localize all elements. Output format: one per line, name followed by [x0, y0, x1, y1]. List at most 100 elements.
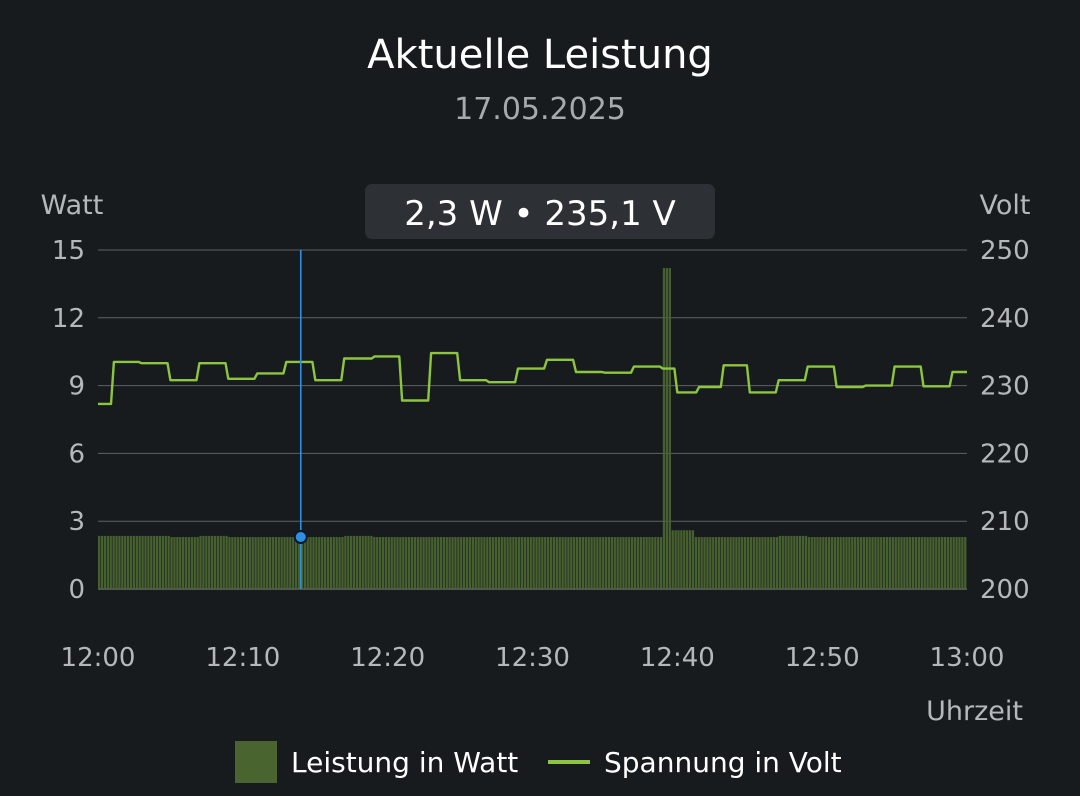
power-bar[interactable]: [958, 537, 961, 589]
power-bar[interactable]: [764, 537, 767, 589]
power-bar[interactable]: [581, 537, 585, 589]
power-bar[interactable]: [370, 535, 373, 589]
power-bar[interactable]: [231, 537, 234, 589]
power-bar[interactable]: [804, 535, 808, 589]
power-bar[interactable]: [399, 537, 402, 589]
power-bar[interactable]: [248, 537, 251, 589]
power-bar[interactable]: [323, 537, 327, 589]
power-bar[interactable]: [842, 537, 845, 589]
power-bar[interactable]: [439, 537, 443, 589]
power-bar[interactable]: [906, 537, 909, 589]
power-bar[interactable]: [268, 537, 272, 589]
power-bar[interactable]: [347, 535, 350, 589]
power-bar[interactable]: [596, 537, 599, 589]
power-bar[interactable]: [190, 537, 193, 589]
power-bar[interactable]: [396, 537, 399, 589]
power-bar[interactable]: [622, 537, 625, 589]
power-bar[interactable]: [703, 537, 706, 589]
power-bar[interactable]: [141, 535, 144, 589]
power-bar[interactable]: [523, 537, 527, 589]
power-bar[interactable]: [158, 535, 162, 589]
power-bar[interactable]: [709, 537, 712, 589]
power-bar[interactable]: [607, 537, 611, 589]
power-bar[interactable]: [350, 535, 353, 589]
power-bar[interactable]: [671, 530, 674, 589]
power-bar[interactable]: [784, 535, 787, 589]
power-bar[interactable]: [532, 537, 535, 589]
power-bar[interactable]: [599, 537, 602, 589]
power-bar[interactable]: [494, 537, 498, 589]
power-bar[interactable]: [126, 535, 130, 589]
power-bar[interactable]: [674, 530, 677, 589]
power-bar[interactable]: [239, 537, 243, 589]
power-bar[interactable]: [332, 537, 335, 589]
power-bar[interactable]: [376, 537, 379, 589]
power-bar[interactable]: [506, 537, 509, 589]
power-bar[interactable]: [448, 537, 451, 589]
power-bar[interactable]: [251, 537, 254, 589]
power-bar[interactable]: [300, 537, 304, 589]
power-bar[interactable]: [312, 537, 315, 589]
power-bar[interactable]: [257, 537, 260, 589]
power-bar[interactable]: [625, 537, 628, 589]
power-bar[interactable]: [254, 537, 257, 589]
power-bar[interactable]: [297, 537, 301, 589]
power-bar[interactable]: [578, 537, 582, 589]
power-bar[interactable]: [909, 537, 912, 589]
power-bar[interactable]: [738, 537, 741, 589]
power-bar[interactable]: [720, 537, 724, 589]
power-bar[interactable]: [593, 537, 596, 589]
power-bar[interactable]: [150, 535, 153, 589]
power-bar[interactable]: [946, 537, 950, 589]
power-bar[interactable]: [225, 535, 228, 589]
power-bar[interactable]: [827, 537, 831, 589]
power-bar[interactable]: [544, 537, 547, 589]
power-bar[interactable]: [390, 537, 393, 589]
power-bar[interactable]: [659, 537, 663, 589]
power-bar[interactable]: [138, 535, 141, 589]
power-bar[interactable]: [144, 535, 147, 589]
power-bar[interactable]: [645, 537, 648, 589]
power-bar[interactable]: [961, 537, 964, 589]
power-bar[interactable]: [173, 537, 176, 589]
power-bar[interactable]: [352, 535, 356, 589]
power-bar[interactable]: [378, 537, 382, 589]
power-bar[interactable]: [549, 537, 553, 589]
power-bar[interactable]: [772, 537, 776, 589]
power-bar[interactable]: [184, 537, 188, 589]
power-bar[interactable]: [202, 535, 205, 589]
hover-cursor-marker[interactable]: [293, 530, 308, 545]
power-bar[interactable]: [410, 537, 414, 589]
power-bar[interactable]: [917, 537, 921, 589]
power-bar[interactable]: [153, 535, 156, 589]
power-bar[interactable]: [796, 535, 799, 589]
power-bar[interactable]: [830, 537, 834, 589]
power-bar[interactable]: [462, 537, 466, 589]
power-bar[interactable]: [923, 537, 926, 589]
power-bar[interactable]: [743, 537, 747, 589]
power-bar[interactable]: [219, 535, 222, 589]
power-bar[interactable]: [468, 537, 472, 589]
power-bar[interactable]: [914, 537, 918, 589]
power-bar[interactable]: [167, 535, 170, 589]
power-bar[interactable]: [326, 537, 330, 589]
power-bar[interactable]: [552, 537, 556, 589]
power-bar[interactable]: [648, 537, 651, 589]
power-bar[interactable]: [949, 537, 952, 589]
power-bar[interactable]: [628, 537, 631, 589]
power-bar[interactable]: [854, 537, 857, 589]
power-bar[interactable]: [688, 530, 692, 589]
power-bar[interactable]: [358, 535, 361, 589]
power-bar[interactable]: [564, 537, 567, 589]
power-bar[interactable]: [790, 535, 793, 589]
power-bar[interactable]: [208, 535, 211, 589]
power-bar[interactable]: [335, 537, 338, 589]
power-bar[interactable]: [196, 537, 199, 589]
power-bar[interactable]: [880, 537, 883, 589]
power-bar[interactable]: [364, 535, 367, 589]
power-bar[interactable]: [242, 537, 246, 589]
power-bar[interactable]: [555, 537, 558, 589]
power-bar[interactable]: [935, 537, 938, 589]
power-bar[interactable]: [541, 537, 544, 589]
power-bar[interactable]: [454, 537, 457, 589]
